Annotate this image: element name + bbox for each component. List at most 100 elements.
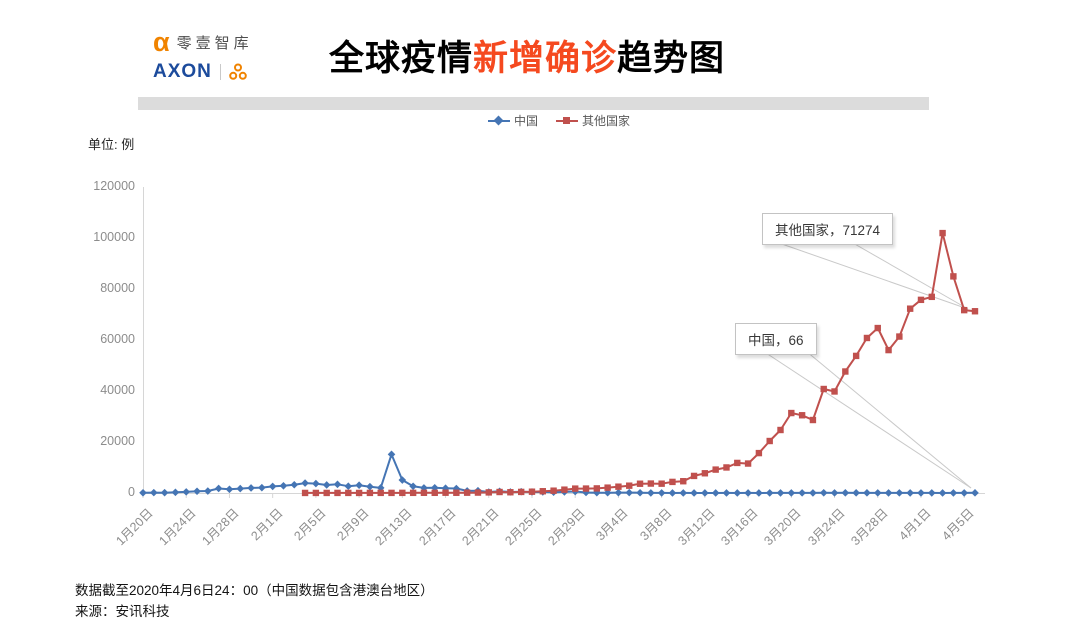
china-data-point xyxy=(225,485,234,494)
brand-logo-row-cn: α 零壹智库 xyxy=(153,27,253,57)
others-data-point xyxy=(345,489,352,497)
china-data-point xyxy=(409,482,417,491)
others-data-point xyxy=(939,229,946,237)
others-data-point xyxy=(636,480,644,487)
china-data-point xyxy=(722,489,731,497)
china-data-point xyxy=(690,489,698,497)
brand-logo-row-en: AXON xyxy=(153,60,253,84)
china-data-point xyxy=(906,489,914,497)
others-data-point xyxy=(517,488,525,496)
title-highlight: 新增确诊 xyxy=(473,39,618,78)
others-data-point xyxy=(593,485,601,492)
china-data-point xyxy=(884,489,893,497)
others-data-point xyxy=(453,489,460,496)
china-data-point xyxy=(841,489,850,497)
others-data-point xyxy=(809,416,817,424)
china-data-point xyxy=(366,482,374,491)
partner-logo-icon xyxy=(229,63,247,80)
china-data-point xyxy=(971,489,979,497)
callout-leader-line xyxy=(762,350,972,489)
china-data-point xyxy=(214,484,223,493)
others-data-point xyxy=(528,488,536,495)
y-tick-label: 40000 xyxy=(100,383,135,397)
china-data-point xyxy=(387,450,396,459)
others-data-point xyxy=(788,409,795,417)
others-data-point xyxy=(917,296,925,304)
others-data-point xyxy=(960,306,968,314)
others-data-point xyxy=(906,305,914,312)
china-data-point xyxy=(193,487,201,496)
alpha-logo-icon: α xyxy=(153,27,170,57)
china-data-point xyxy=(150,488,158,497)
y-tick-label: 100000 xyxy=(93,230,135,244)
callout-leader-line xyxy=(852,242,969,310)
data-cutoff-note: 数据截至2020年4月6日24：00（中国数据包含港澳台地区） xyxy=(75,583,434,598)
china-data-point xyxy=(268,482,277,491)
china-data-point xyxy=(204,487,212,495)
china-data-point xyxy=(863,489,871,497)
others-data-point xyxy=(301,489,309,497)
others-data-point xyxy=(755,449,763,457)
footer: 数据截至2020年4月6日24：00（中国数据包含港澳台地区） 来源：安讯科技 xyxy=(75,580,434,622)
china-series-line xyxy=(142,453,976,494)
legend-label-others: 其他国家 xyxy=(582,114,631,128)
china-data-point xyxy=(452,484,461,493)
others-data-point xyxy=(377,489,384,497)
china-data-point xyxy=(711,489,720,497)
others-data-point xyxy=(615,483,622,490)
others-data-point xyxy=(420,489,428,496)
others-data-point xyxy=(474,489,482,496)
china-data-point xyxy=(895,489,904,497)
others-legend-marker-icon xyxy=(556,116,578,126)
others-data-point xyxy=(777,426,784,434)
china-data-point xyxy=(420,484,428,492)
china-data-point xyxy=(668,489,677,497)
legend-label-china: 中国 xyxy=(513,114,538,128)
y-tick-label: 80000 xyxy=(100,281,135,295)
china-data-point xyxy=(679,489,688,497)
china-data-point xyxy=(301,479,309,487)
china-data-point xyxy=(625,488,634,497)
chart-legend: 中国 其他国家 xyxy=(143,112,975,129)
china-data-point xyxy=(171,488,180,497)
others-data-point xyxy=(409,489,417,497)
china-data-point xyxy=(798,489,806,497)
china-data-point xyxy=(960,489,968,497)
others-data-point xyxy=(334,489,341,497)
legend-item-others: 其他国家 xyxy=(556,112,630,129)
y-tick-label: 0 xyxy=(128,485,135,499)
y-tick-label: 120000 xyxy=(93,179,135,193)
china-data-point xyxy=(744,489,752,497)
others-series-line xyxy=(305,232,976,494)
china-data-point xyxy=(733,489,742,497)
others-data-point xyxy=(507,489,514,496)
china-data-point xyxy=(938,489,947,497)
china-data-point xyxy=(830,489,839,497)
others-data-point xyxy=(431,489,438,497)
y-tick-label: 20000 xyxy=(100,434,135,448)
china-data-point xyxy=(755,489,763,497)
callout-leader-line xyxy=(805,350,972,489)
brand-name-en: AXON xyxy=(153,61,212,82)
others-data-point xyxy=(744,460,752,467)
others-data-point xyxy=(323,489,330,497)
china-data-point xyxy=(333,480,342,489)
others-data-point xyxy=(852,352,860,360)
others-data-point xyxy=(561,486,568,493)
others-data-point xyxy=(626,482,633,489)
others-data-point xyxy=(550,487,557,494)
others-data-point xyxy=(842,368,849,375)
china-data-point xyxy=(809,489,817,497)
china-data-point xyxy=(290,480,299,489)
others-data-point xyxy=(442,489,449,496)
others-data-point xyxy=(496,488,503,496)
title-prefix: 全球疫情 xyxy=(329,39,474,78)
others-data-point xyxy=(658,480,665,487)
china-data-point xyxy=(355,481,363,489)
others-data-point xyxy=(766,437,773,445)
china-data-point xyxy=(182,488,191,496)
others-data-point xyxy=(604,484,611,491)
legend-item-china: 中国 xyxy=(487,112,538,129)
